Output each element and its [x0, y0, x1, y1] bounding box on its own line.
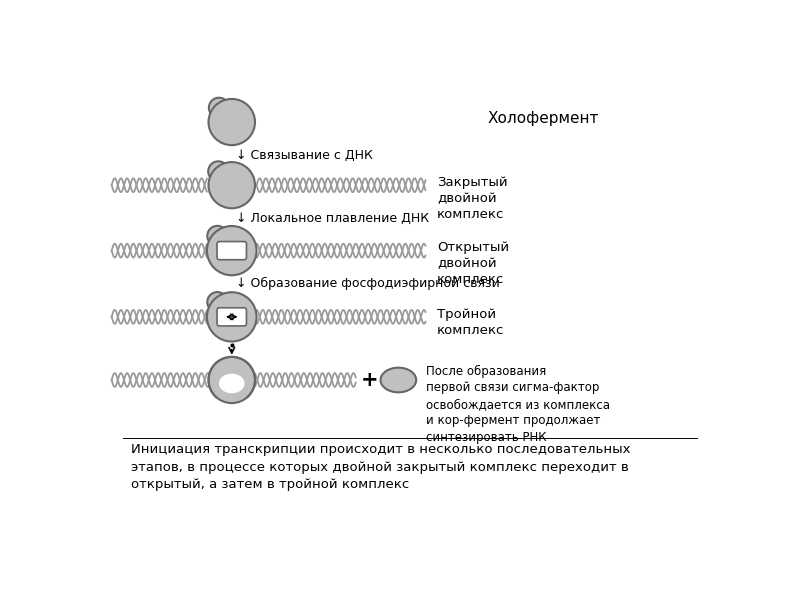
Text: +: +: [361, 370, 378, 390]
Text: Холофермент: Холофермент: [487, 112, 599, 127]
Circle shape: [208, 161, 228, 181]
FancyBboxPatch shape: [217, 242, 246, 260]
Text: ↓ Локальное плавление ДНК: ↓ Локальное плавление ДНК: [236, 212, 429, 225]
Circle shape: [207, 226, 257, 275]
Circle shape: [209, 98, 229, 118]
Text: Инициация транскрипции происходит в несколько последовательных
этапов, в процесс: Инициация транскрипции происходит в неск…: [131, 443, 630, 491]
Ellipse shape: [381, 368, 416, 392]
Circle shape: [207, 292, 257, 341]
Circle shape: [209, 99, 255, 145]
Circle shape: [209, 162, 255, 208]
Text: После образования
первой связи сигма-фактор
освобождается из комплекса
и кор-фер: После образования первой связи сигма-фак…: [426, 365, 610, 443]
Circle shape: [207, 226, 227, 246]
Text: Закрытый
двойной
комплекс: Закрытый двойной комплекс: [437, 176, 508, 221]
Text: ↓ Связывание с ДНК: ↓ Связывание с ДНК: [236, 149, 373, 161]
Text: Тройной
комплекс: Тройной комплекс: [437, 308, 505, 337]
Ellipse shape: [219, 374, 245, 393]
FancyBboxPatch shape: [217, 308, 246, 326]
Circle shape: [209, 357, 255, 403]
Text: ↓ Образование фосфодиэфирной связи: ↓ Образование фосфодиэфирной связи: [236, 277, 499, 290]
Text: Открытый
двойной
комплекс: Открытый двойной комплекс: [437, 241, 510, 286]
Circle shape: [207, 292, 227, 312]
